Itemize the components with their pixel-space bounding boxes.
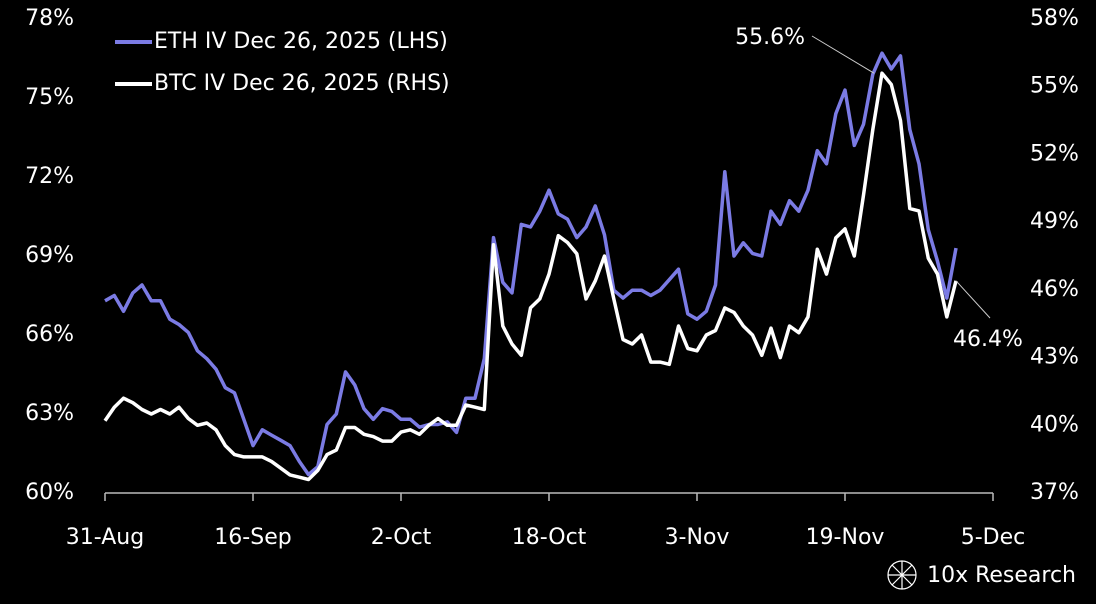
y-tick-label: 66% <box>25 322 74 347</box>
y-tick-label: 60% <box>25 480 74 505</box>
x-tick-label: 16-Sep <box>214 525 291 550</box>
annotation: 55.6% <box>735 25 805 50</box>
y2-tick-label: 55% <box>1030 74 1079 99</box>
annotation-leader <box>955 280 991 319</box>
y2-tick-label: 43% <box>1030 345 1079 370</box>
annotation-leader <box>811 35 875 74</box>
y-tick-label: 69% <box>25 243 74 268</box>
legend-label: ETH IV Dec 26, 2025 (LHS) <box>154 29 448 54</box>
y2-tick-label: 46% <box>1030 277 1079 302</box>
y2-tick-label: 37% <box>1030 480 1079 505</box>
legend-label: BTC IV Dec 26, 2025 (RHS) <box>154 71 450 96</box>
y-tick-label: 78% <box>25 6 74 31</box>
x-tick-label: 3-Nov <box>665 525 730 550</box>
x-tick-label: 31-Aug <box>66 525 144 550</box>
annotation: 46.4% <box>953 327 1023 352</box>
x-tick-label: 2-Oct <box>371 525 432 550</box>
y-tick-label: 63% <box>25 401 74 426</box>
source: 10x Research <box>927 563 1076 588</box>
x-tick-label: 18-Oct <box>512 525 587 550</box>
y2-tick-label: 58% <box>1030 6 1079 31</box>
line-series <box>103 71 958 482</box>
y2-tick-label: 52% <box>1030 141 1079 166</box>
line-series <box>104 51 958 477</box>
y-tick-label: 72% <box>25 164 74 189</box>
x-tick-label: 5-Dec <box>961 525 1026 550</box>
y-tick-label: 75% <box>25 85 74 110</box>
x-tick-label: 19-Nov <box>806 525 885 550</box>
source-logo <box>887 560 917 590</box>
y2-tick-label: 49% <box>1030 209 1079 234</box>
y2-tick-label: 40% <box>1030 412 1079 437</box>
